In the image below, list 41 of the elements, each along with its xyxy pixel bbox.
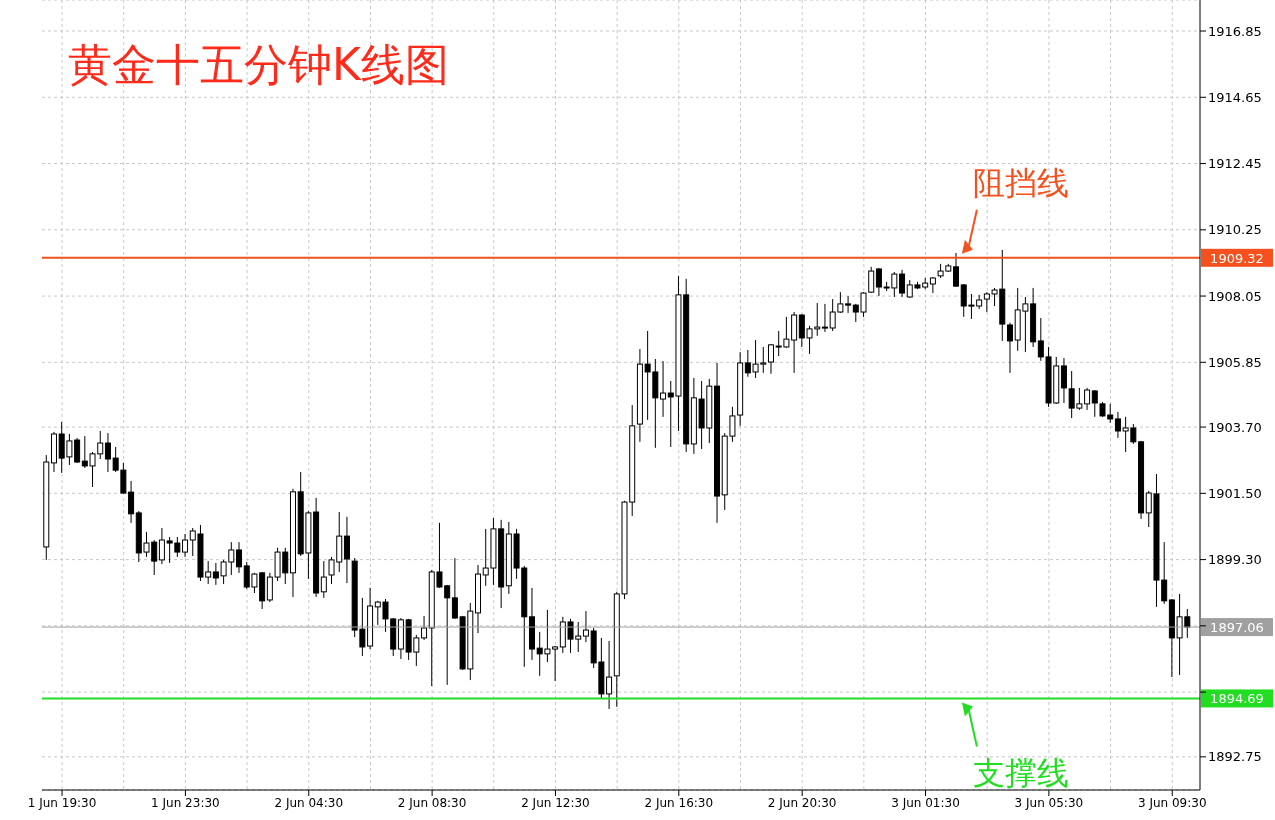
candlestick <box>660 360 667 418</box>
candlestick <box>582 610 589 643</box>
x-tick-label: 2 Jun 16:30 <box>644 795 714 810</box>
candlestick <box>104 432 111 473</box>
annotation: 支撑线 <box>972 754 1069 793</box>
candlestick <box>421 615 428 641</box>
candlestick <box>767 343 774 375</box>
candlestick <box>899 269 906 298</box>
y-tick-label: 1903.70 <box>1208 419 1262 435</box>
x-tick-label: 2 Jun 20:30 <box>767 795 837 810</box>
x-tick-label: 1 Jun 19:30 <box>27 795 97 810</box>
annotation: 阻挡线 <box>972 163 1069 202</box>
y-tick-label: 1905.85 <box>1208 354 1262 370</box>
candlestick <box>821 303 828 333</box>
x-tick-label: 3 Jun 05:30 <box>1014 795 1084 810</box>
y-tick-label: 1908.05 <box>1208 288 1262 304</box>
candlestick <box>320 560 327 599</box>
x-tick-label: 2 Jun 04:30 <box>274 795 344 810</box>
x-tick-label: 3 Jun 01:30 <box>891 795 960 810</box>
y-tick-label: 1901.50 <box>1208 485 1262 501</box>
x-tick-label: 1 Jun 23:30 <box>151 795 220 810</box>
x-tick-label: 2 Jun 08:30 <box>397 795 467 810</box>
text: 黄金十五分钟K线图 <box>68 38 449 92</box>
candlestick <box>1006 322 1013 374</box>
y-tick-label: 1916.85 <box>1208 23 1262 39</box>
y-tick-label: 1892.75 <box>1208 749 1262 765</box>
x-tick-label: 2 Jun 12:30 <box>521 795 590 810</box>
candlestick <box>953 252 960 288</box>
ref-line-label: 1909.32 <box>1210 250 1264 266</box>
candlestick <box>343 516 350 584</box>
ref-line-label: 1897.06 <box>1210 620 1264 636</box>
candlestick <box>1060 357 1067 404</box>
y-tick-label: 1910.25 <box>1208 222 1262 238</box>
y-tick-label: 1899.30 <box>1208 552 1262 568</box>
ref-line-label: 1894.69 <box>1210 691 1264 707</box>
y-tick-label: 1912.45 <box>1208 156 1262 172</box>
candlestick <box>929 276 936 294</box>
candlestick <box>236 541 243 574</box>
candlestick <box>182 533 189 558</box>
x-tick-label: 3 Jun 09:30 <box>1137 795 1207 810</box>
y-tick-label: 1914.65 <box>1208 89 1262 105</box>
